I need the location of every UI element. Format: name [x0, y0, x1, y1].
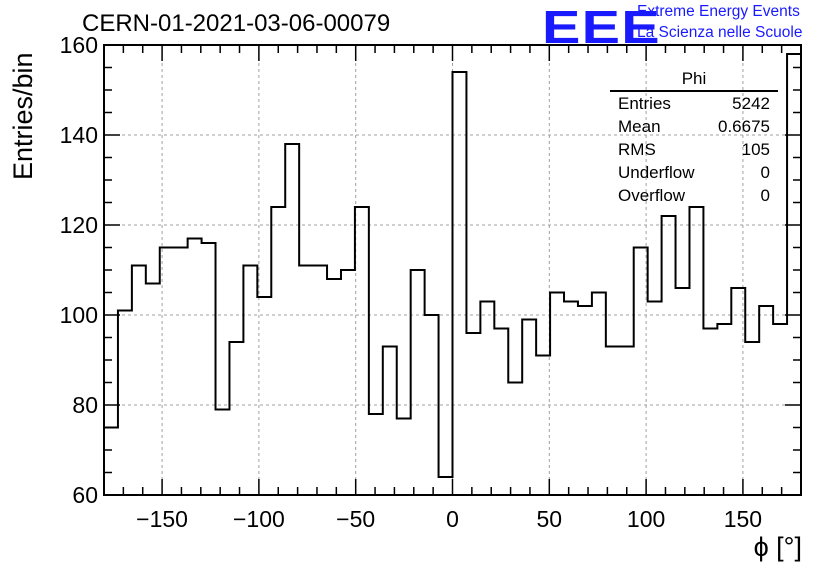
stat-label: Overflow [618, 186, 686, 205]
eee-logo: EEE [542, 1, 661, 53]
y-tick-label: 160 [60, 32, 98, 58]
x-tick-label: 0 [446, 506, 459, 532]
histogram-series [104, 53, 801, 478]
y-tick-label: 100 [60, 302, 98, 328]
stat-row-mean: Mean 0.6675 [610, 115, 778, 138]
stat-row-rms: RMS 105 [610, 138, 778, 161]
stat-value: 0 [760, 186, 770, 205]
stat-row-underflow: Underflow 0 [610, 161, 778, 184]
y-axis-label: Entries/bin [8, 52, 38, 180]
stats-box: Phi Entries 5242 Mean 0.6675 RMS 105 Und… [610, 68, 778, 207]
logo-line-1: Extreme Energy Events [637, 3, 800, 20]
x-tick-label: −50 [336, 506, 375, 532]
logo-line-2: La Scienza nelle Scuole [637, 24, 803, 41]
y-tick-label: 80 [72, 392, 98, 418]
x-axis-label: ϕ [°] [753, 532, 802, 562]
stat-label: Entries [618, 94, 671, 113]
y-tick-label: 140 [60, 122, 98, 148]
x-tick-label: 150 [724, 506, 762, 532]
stat-row-entries: Entries 5242 [610, 92, 778, 115]
stat-row-overflow: Overflow 0 [610, 184, 778, 207]
stats-title: Phi [610, 68, 778, 92]
y-tick-label: 120 [60, 212, 98, 238]
stat-label: Underflow [618, 163, 695, 182]
x-tick-label: −100 [233, 506, 285, 532]
stat-label: Mean [618, 117, 661, 136]
stat-value: 0 [760, 163, 770, 182]
stat-value: 105 [741, 140, 770, 159]
stat-label: RMS [618, 140, 656, 159]
x-tick-label: −150 [136, 506, 188, 532]
x-tick-label: 50 [537, 506, 563, 532]
stat-value: 5242 [732, 94, 770, 113]
stat-value: 0.6675 [718, 117, 770, 136]
y-tick-label: 60 [72, 482, 98, 508]
x-tick-label: 100 [627, 506, 665, 532]
run-title: CERN-01-2021-03-06-00079 [82, 10, 391, 37]
